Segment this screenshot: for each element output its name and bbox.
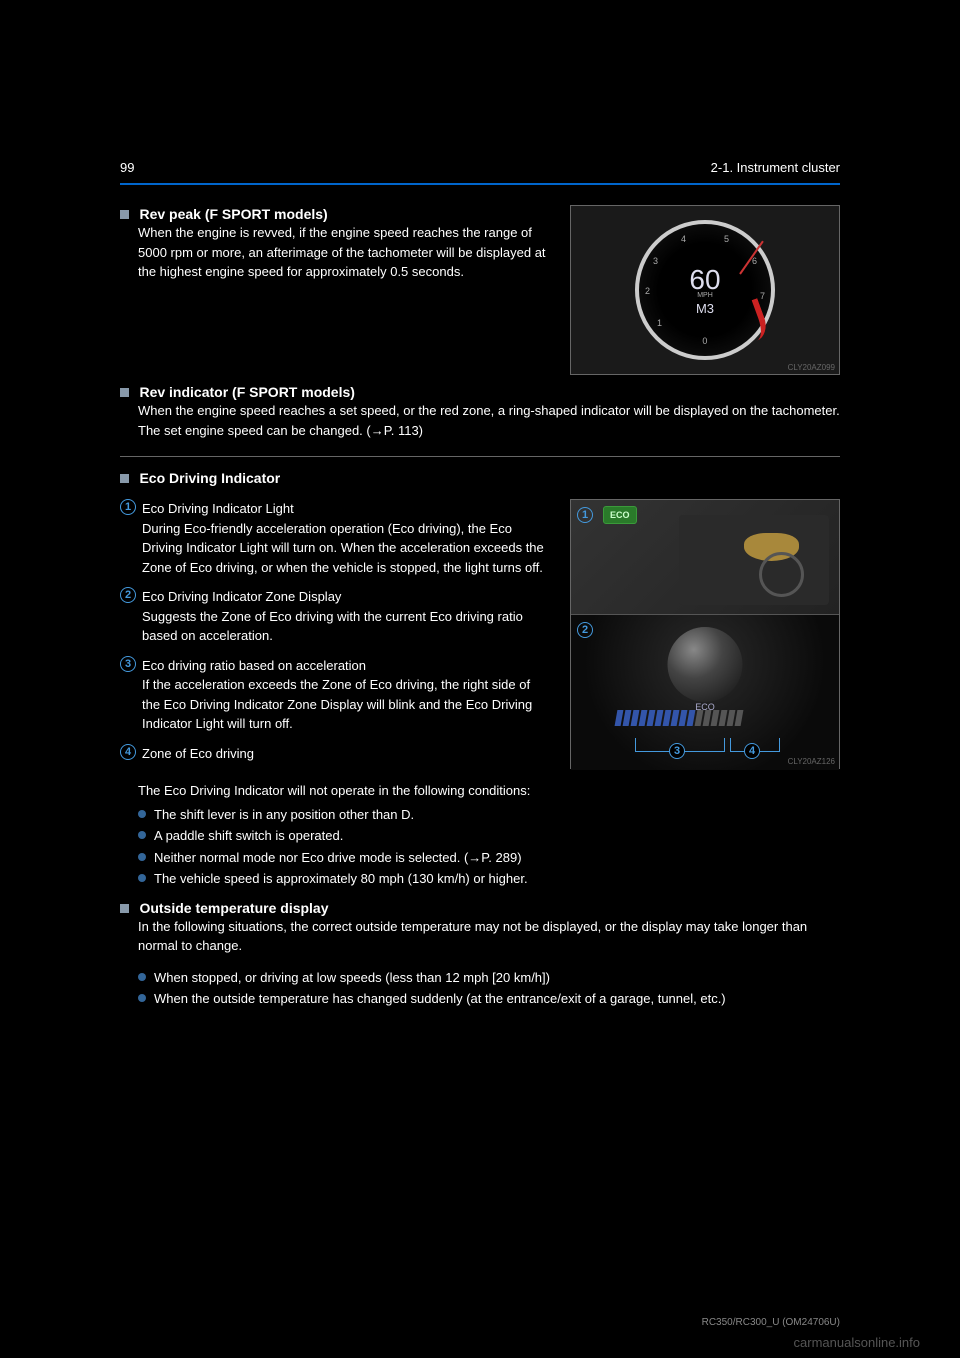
callout-4-icon: 4 (744, 743, 760, 759)
callout-3-icon: 3 (669, 743, 685, 759)
eco-fig-top: 1 ECO (571, 500, 839, 615)
gauge-redline-icon (729, 298, 771, 346)
eco-item-4: 4 Zone of Eco driving (120, 744, 550, 764)
round-bullet-icon (138, 874, 146, 882)
eco-item-1-label: Eco Driving Indicator Light (142, 499, 550, 519)
not-operate-4: The vehicle speed is approximately 80 mp… (138, 869, 840, 889)
round-bullet-icon (138, 994, 146, 1002)
eco-arc (615, 710, 795, 735)
fig2-caption: CLY20AZ126 (788, 757, 835, 766)
tick-4: 4 (681, 234, 686, 244)
eco-item-2-body: Suggests the Zone of Eco driving with th… (142, 607, 550, 646)
gauge-dial: 60 MPH M3 0 1 2 3 4 5 6 7 (635, 220, 775, 360)
section-eco: Eco Driving Indicator (120, 469, 840, 487)
rev-indicator-title: Rev indicator (F SPORT models) (139, 384, 354, 400)
page-header: 99 2-1. Instrument cluster (120, 160, 840, 175)
not-operate-1: The shift lever is in any position other… (138, 805, 840, 825)
eco-title: Eco Driving Indicator (139, 470, 280, 486)
square-bullet-icon (120, 474, 129, 483)
watermark: carmanualsonline.info (794, 1335, 920, 1350)
callout-2-icon: 2 (577, 622, 593, 638)
dashboard-sketch (679, 515, 829, 605)
round-bullet-icon (138, 810, 146, 818)
steering-wheel-icon (759, 552, 804, 597)
tick-5: 5 (724, 234, 729, 244)
not-operate-2: A paddle shift switch is operated. (138, 826, 840, 846)
temp-bullet-1: When stopped, or driving at low speeds (… (138, 968, 840, 988)
eco-fig-bottom: 2 ECO 3 4 (571, 615, 839, 770)
temp-bullet-2: When the outside temperature has changed… (138, 989, 840, 1009)
round-bullet-icon (138, 853, 146, 861)
header-divider (120, 183, 840, 185)
round-bullet-icon (138, 831, 146, 839)
globe-icon (668, 627, 743, 702)
outside-temp-title: Outside temperature display (139, 899, 328, 915)
eco-item-2: 2 Eco Driving Indicator Zone Display Sug… (120, 587, 550, 646)
rev-indicator-body: When the engine speed reaches a set spee… (138, 401, 840, 440)
round-bullet-icon (138, 973, 146, 981)
callout-1-icon: 1 (577, 507, 593, 523)
dimension-markers: 3 4 (615, 738, 795, 762)
tick-6: 6 (752, 256, 757, 266)
tick-2: 2 (645, 286, 650, 296)
eco-item-4-label: Zone of Eco driving (142, 744, 550, 764)
eco-item-2-label: Eco Driving Indicator Zone Display (142, 587, 550, 607)
gauge-unit: MPH (697, 292, 713, 299)
tick-7: 7 (760, 291, 765, 301)
gauge-gear: M3 (696, 301, 714, 316)
page-number: 99 (120, 160, 134, 175)
eco-item-1: 1 Eco Driving Indicator Light During Eco… (120, 499, 550, 577)
section-ref: 2-1. Instrument cluster (711, 160, 840, 175)
rev-peak-title: Rev peak (F SPORT models) (139, 206, 327, 222)
circled-3-icon: 3 (120, 656, 136, 672)
not-operate-3: Neither normal mode nor Eco drive mode i… (138, 848, 840, 868)
fig1-caption: CLY20AZ099 (788, 363, 835, 372)
eco-item-3-body: If the acceleration exceeds the Zone of … (142, 675, 550, 734)
eco-not-operate-intro: The Eco Driving Indicator will not opera… (138, 781, 840, 801)
square-bullet-icon (120, 210, 129, 219)
circled-2-icon: 2 (120, 587, 136, 603)
rev-peak-body: When the engine is revved, if the engine… (138, 223, 550, 282)
section-rev-peak: Rev peak (F SPORT models) When the engin… (120, 205, 550, 282)
tick-1: 1 (657, 318, 662, 328)
tachometer-figure: 60 MPH M3 0 1 2 3 4 5 6 7 CLY20AZ099 (570, 205, 840, 375)
square-bullet-icon (120, 904, 129, 913)
section-rev-indicator: Rev indicator (F SPORT models) When the … (120, 383, 840, 440)
eco-item-1-body: During Eco-friendly acceleration operati… (142, 519, 550, 578)
section-outside-temp: Outside temperature display In the follo… (120, 899, 840, 956)
circled-4-icon: 4 (120, 744, 136, 760)
eco-figure: 1 ECO 2 ECO (570, 499, 840, 769)
footer-code: RC350/RC300_U (OM24706U) (702, 1317, 840, 1328)
tick-0: 0 (702, 336, 707, 346)
eco-badge: ECO (603, 506, 637, 524)
outside-temp-body: In the following situations, the correct… (138, 917, 840, 956)
eco-item-3-label: Eco driving ratio based on acceleration (142, 656, 550, 676)
square-bullet-icon (120, 388, 129, 397)
circled-1-icon: 1 (120, 499, 136, 515)
tick-3: 3 (653, 256, 658, 266)
section-divider (120, 456, 840, 457)
eco-item-3: 3 Eco driving ratio based on acceleratio… (120, 656, 550, 734)
